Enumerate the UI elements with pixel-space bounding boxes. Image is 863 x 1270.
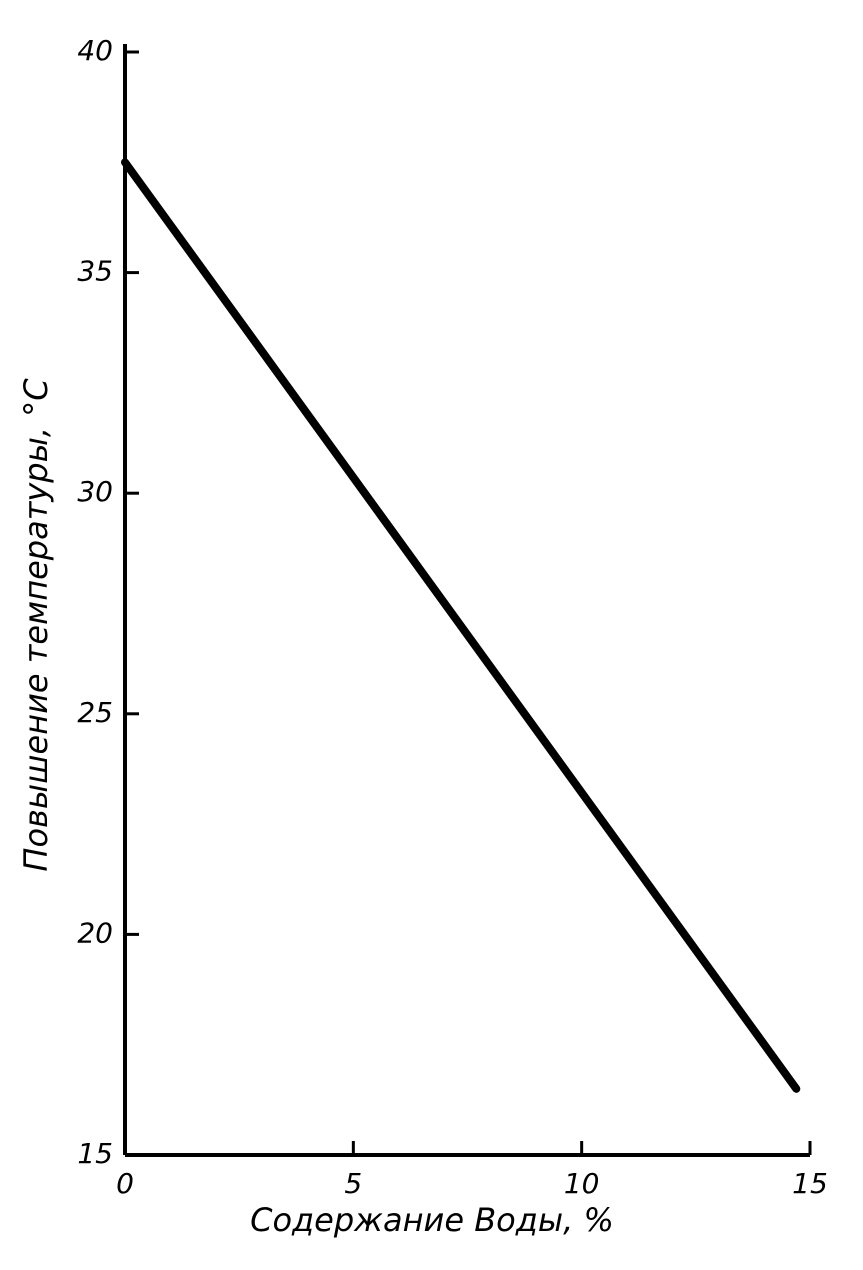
x-tick-label: 0 bbox=[116, 1167, 134, 1200]
y-tick-label: 30 bbox=[77, 475, 113, 508]
y-tick-label: 15 bbox=[77, 1137, 113, 1170]
data-line bbox=[121, 158, 801, 1093]
y-tick-label: 20 bbox=[77, 916, 113, 949]
y-tick-label: 35 bbox=[77, 255, 113, 288]
x-tick-label: 10 bbox=[564, 1167, 600, 1200]
y-axis-label: Повышение температуры, °С bbox=[17, 378, 55, 872]
x-tick-label: 15 bbox=[792, 1167, 828, 1200]
y-tick-label: 25 bbox=[77, 696, 113, 729]
x-tick-label: 5 bbox=[344, 1167, 362, 1200]
y-tick-label: 40 bbox=[77, 34, 113, 67]
x-axis-label: Содержание Воды, % bbox=[250, 1201, 614, 1239]
